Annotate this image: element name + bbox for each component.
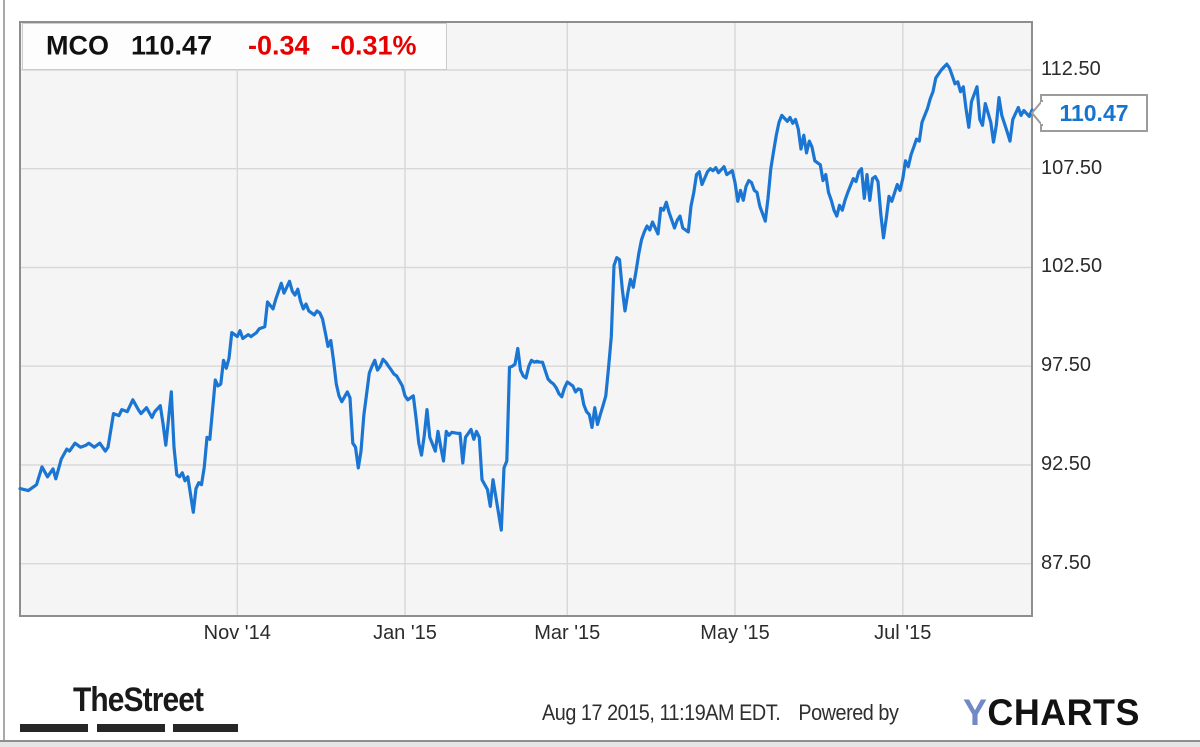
quote-legend-box: MCO 110.47 -0.34 -0.31% (22, 23, 447, 70)
y-tick-label: 87.50 (1041, 551, 1092, 574)
last-price-callout: 110.47 (1031, 94, 1148, 133)
plot-border (19, 21, 1033, 617)
x-tick-label: Jul '15 (874, 622, 932, 644)
thestreet-logo-bar (173, 724, 238, 732)
page-bottom-border (0, 740, 1200, 742)
page-bottom-edge (0, 742, 1200, 747)
x-tick-label: May '15 (700, 622, 770, 644)
page-left-border (3, 0, 5, 741)
price-change-percent: -0.31% (331, 29, 417, 60)
ycharts-logo: YCHARTS (963, 692, 1140, 734)
thestreet-logo-bar (20, 724, 88, 732)
y-tick-label: 107.50 (1041, 156, 1103, 179)
y-tick-label: 112.50 (1041, 57, 1101, 80)
callout-price: 110.47 (1059, 99, 1129, 126)
ycharts-logo-y: Y (963, 692, 988, 733)
y-tick-label: 97.50 (1041, 354, 1092, 377)
callout-notch-icon (1031, 100, 1043, 127)
x-tick-label: Nov '14 (203, 622, 271, 644)
price-change: -0.34 (248, 29, 310, 60)
chart-timestamp-line: Aug 17 2015, 11:19AM EDT. Powered by (542, 700, 899, 726)
last-price: 110.47 (131, 29, 213, 60)
ycharts-logo-charts: CHARTS (987, 692, 1140, 733)
plot-background (20, 22, 1032, 616)
y-tick-label: 102.50 (1041, 255, 1103, 278)
thestreet-logo: TheStreet (73, 681, 204, 719)
thestreet-logo-bar (97, 724, 165, 732)
x-tick-label: Mar '15 (534, 622, 601, 644)
timestamp: Aug 17 2015, 11:19AM EDT. (542, 700, 781, 725)
ticker-symbol: MCO (46, 29, 109, 60)
powered-by-label: Powered by (798, 700, 899, 725)
y-tick-label: 92.50 (1041, 452, 1092, 475)
x-tick-label: Jan '15 (373, 622, 437, 644)
price-line (18, 62, 1034, 532)
